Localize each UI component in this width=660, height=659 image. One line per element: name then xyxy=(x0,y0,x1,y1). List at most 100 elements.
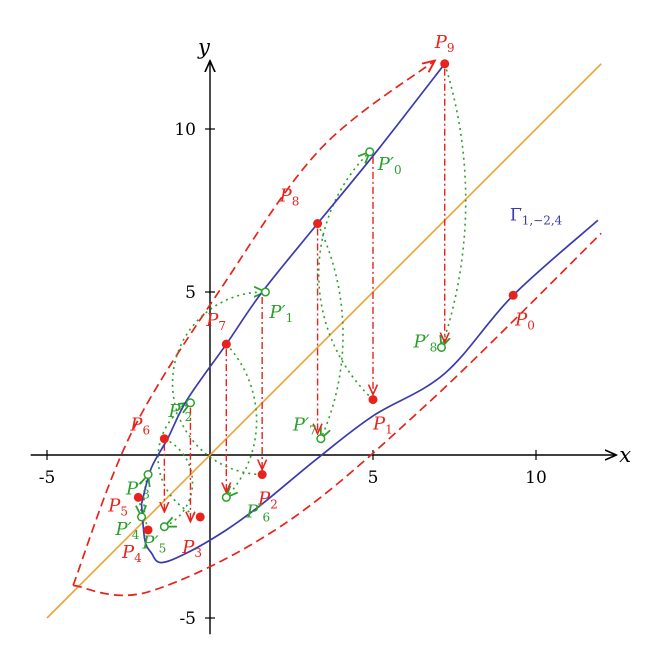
label-p-prime-letter: P′ xyxy=(115,519,132,540)
label-p2: P2 xyxy=(257,489,278,512)
point-p5 xyxy=(133,492,143,502)
rotation-arc xyxy=(226,343,258,497)
projection-lines-layer xyxy=(164,68,444,522)
label-p-prime-subscript: 3 xyxy=(142,488,150,502)
label-p-letter: P xyxy=(514,309,528,330)
label-p-prime-subscript: 5 xyxy=(159,542,167,556)
label-p-prime-letter: P′ xyxy=(167,401,184,422)
label-p-subscript: 7 xyxy=(218,319,226,333)
label-p-prime-subscript: 4 xyxy=(132,528,140,542)
label-p-prime-subscript: 7 xyxy=(309,424,317,438)
label-p-subscript: 8 xyxy=(292,195,300,209)
points-layer xyxy=(133,59,518,535)
point-p2 xyxy=(257,470,267,480)
rotation-arc xyxy=(441,63,467,348)
label-p-prime3: P′3 xyxy=(125,479,150,502)
point-p-prime3 xyxy=(143,470,153,480)
point-p-prime2 xyxy=(185,398,195,408)
label-p-letter: P xyxy=(434,32,448,53)
point-p-prime1 xyxy=(260,287,270,297)
x-axis-label: x xyxy=(619,443,631,467)
curve-label-name: Γ̅ xyxy=(510,205,522,225)
rotation-arc xyxy=(171,292,266,476)
label-p-prime8: P′8 xyxy=(412,331,437,354)
envelope-layer xyxy=(72,61,602,597)
label-p-subscript: 6 xyxy=(142,424,150,438)
curve-layer xyxy=(140,63,599,564)
point-p1 xyxy=(368,395,378,405)
label-p-subscript: 1 xyxy=(385,423,393,437)
label-p-subscript: 3 xyxy=(194,546,202,560)
point-p7 xyxy=(221,339,231,349)
label-p-prime2: P′2 xyxy=(167,401,192,424)
label-p-subscript: 4 xyxy=(134,551,142,565)
label-p-prime1: P′1 xyxy=(268,302,293,325)
label-p5: P5 xyxy=(107,495,128,518)
y-tick-label: 10 xyxy=(174,120,196,140)
label-p-prime-subscript: 2 xyxy=(185,410,193,424)
label-p-letter: P xyxy=(372,414,386,435)
label-p-letter: P xyxy=(129,415,143,436)
label-p-prime-subscript: 0 xyxy=(394,163,402,177)
label-p-prime6: P′6 xyxy=(245,501,270,524)
x-tick-label: 10 xyxy=(525,468,547,488)
label-p-prime-letter: P′ xyxy=(268,302,285,323)
rotation-arc xyxy=(164,437,194,527)
label-p6: P6 xyxy=(129,415,150,438)
point-p-prime8 xyxy=(436,342,447,352)
point-p4 xyxy=(143,525,153,535)
label-p-letter: P xyxy=(121,542,135,563)
label-p-prime0: P′0 xyxy=(377,154,402,177)
point-p-prime0 xyxy=(365,147,375,157)
label-p8: P8 xyxy=(279,186,300,209)
curve-label: Γ̅1,−2,4 xyxy=(510,205,563,227)
diagonal-line xyxy=(46,63,602,619)
point-p0 xyxy=(508,290,518,300)
label-p-subscript: 0 xyxy=(527,318,535,332)
y-tick-label: 5 xyxy=(185,283,196,303)
label-p-prime-letter: P′ xyxy=(125,479,142,500)
label-p-prime7: P′7 xyxy=(292,415,317,438)
point-p-prime7 xyxy=(316,434,326,444)
envelope-lower-branch xyxy=(72,232,602,597)
label-p-letter: P xyxy=(279,186,293,207)
rotation-arc xyxy=(316,223,344,439)
point-p-prime4 xyxy=(136,512,147,522)
label-p-subscript: 2 xyxy=(270,498,278,512)
label-p1: P1 xyxy=(372,414,393,437)
label-p-subscript: 9 xyxy=(447,41,455,55)
point-p3 xyxy=(195,512,205,522)
label-p-letter: P xyxy=(257,489,271,510)
label-p0: P0 xyxy=(514,309,535,332)
label-p-prime-letter: P′ xyxy=(245,501,262,522)
point-p6 xyxy=(159,434,169,444)
label-p-prime-letter: P′ xyxy=(377,154,394,175)
label-p-prime-subscript: 1 xyxy=(286,311,294,325)
label-p-prime-letter: P′ xyxy=(292,415,309,436)
point-p-prime6 xyxy=(221,492,231,502)
rotation-arc xyxy=(317,152,374,401)
label-p3: P3 xyxy=(181,537,202,560)
label-p-prime5: P′5 xyxy=(141,533,166,556)
label-p7: P7 xyxy=(205,310,226,333)
label-p9: P9 xyxy=(434,32,455,55)
envelope-upper-branch xyxy=(72,61,435,586)
x-tick-label: 5 xyxy=(368,468,379,488)
rotation-arcs-layer xyxy=(138,63,467,531)
point-p9 xyxy=(440,59,450,69)
rotation-arc xyxy=(157,403,201,518)
x-tick-label: -5 xyxy=(39,468,56,488)
label-p-letter: P xyxy=(205,310,219,331)
y-tick-label: -5 xyxy=(179,609,196,629)
label-p-letter: P xyxy=(181,537,195,558)
y-axis-label: y xyxy=(197,35,211,59)
label-p-prime-letter: P′ xyxy=(141,533,158,554)
label-p-prime-subscript: 6 xyxy=(263,510,271,524)
label-p-letter: P xyxy=(107,495,121,516)
curve-label-sub: 1,−2,4 xyxy=(522,213,563,227)
point-p-prime5 xyxy=(159,522,169,532)
label-p-prime4: P′4 xyxy=(115,519,140,542)
